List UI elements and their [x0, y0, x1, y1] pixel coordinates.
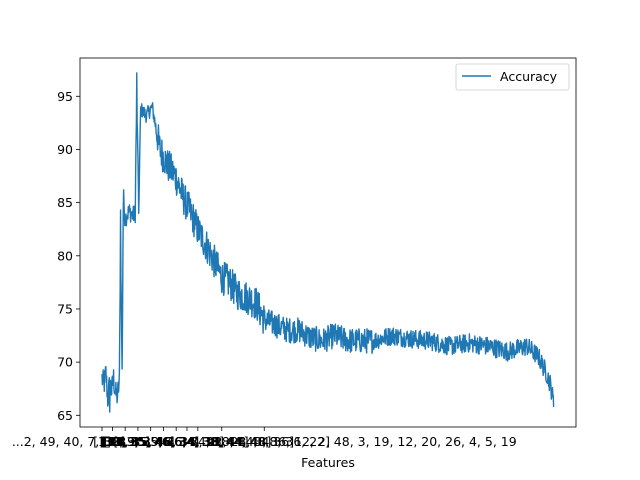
x-tick-label: [33, 35, 46, 34, 38, 44, 48, 36]: [101, 434, 294, 449]
series-line-accuracy: [101, 72, 555, 413]
y-tick-label: 70: [57, 355, 73, 370]
x-tick-label: [33, 35]: [100, 434, 150, 449]
x-axis-label: Features: [301, 455, 355, 470]
x-tick-label: [33]: [100, 434, 126, 449]
plot-frame: [79, 57, 577, 428]
x-tick-label: [33, 35, 46, 34, 38]: [103, 434, 224, 449]
y-tick-label: 90: [57, 142, 73, 157]
y-tick-label: 75: [57, 301, 73, 316]
y-tick-label: 80: [57, 248, 73, 263]
x-tick-label: [33, 35, 46, 34, 38, 44, 48]: [103, 434, 272, 449]
y-axis: 65 70 75 80 85 90 95: [57, 89, 80, 423]
x-tick-label: [33, 35, 46]: [101, 434, 174, 449]
x-tick-label: [1]: [93, 434, 111, 449]
x-axis: [1][33][33, 35][33, 35, 46][33, 35, 46, …: [12, 427, 517, 449]
x-tick-label: [33, 35, 46, 34, 38, 44]: [104, 434, 249, 449]
legend-box: [455, 63, 570, 91]
series-layer: [101, 72, 555, 413]
y-tick-label: 95: [57, 89, 73, 104]
legend-label-accuracy: Accuracy: [500, 69, 558, 84]
x-tick-label: [33, 35, 46, 34, 38, 44, 48, 36, 22]: [114, 434, 330, 449]
plot-area: [80, 58, 576, 427]
y-tick-label: 65: [57, 408, 73, 423]
x-tick-label: ...2, 49, 40, 7, 39, 9, 39, 36, 7, 22, 2…: [12, 434, 517, 449]
legend: Accuracy: [455, 63, 570, 91]
x-tick-label: [33, 35, 46, 34]: [102, 434, 199, 449]
y-tick-label: 85: [57, 195, 73, 210]
